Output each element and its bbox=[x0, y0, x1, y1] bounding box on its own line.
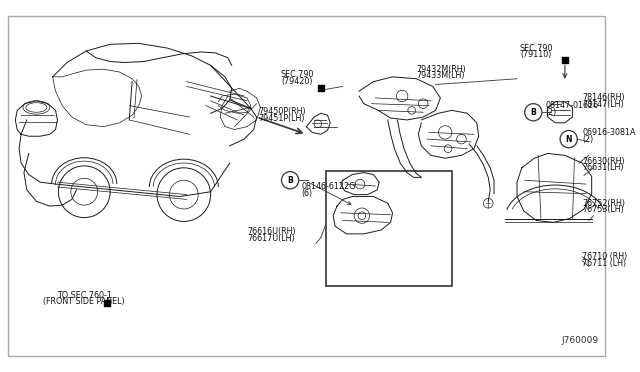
Text: 79450P(RH): 79450P(RH) bbox=[259, 107, 306, 116]
Text: 76752(RH): 76752(RH) bbox=[582, 199, 625, 208]
Text: 76617U(LH): 76617U(LH) bbox=[247, 234, 294, 243]
Text: B: B bbox=[287, 176, 293, 185]
Text: 76711 (LH): 76711 (LH) bbox=[582, 259, 626, 268]
Text: SEC.790: SEC.790 bbox=[520, 44, 553, 52]
Point bbox=[102, 300, 113, 306]
Text: 76631(LH): 76631(LH) bbox=[582, 163, 623, 172]
Text: (2): (2) bbox=[582, 135, 593, 144]
Point bbox=[316, 85, 326, 91]
Text: 78146(RH): 78146(RH) bbox=[582, 93, 625, 102]
Text: (FRONT SIDE PANEL): (FRONT SIDE PANEL) bbox=[44, 297, 125, 307]
Text: (2): (2) bbox=[546, 108, 557, 117]
Bar bbox=[326, 171, 452, 286]
Text: 08146-6122G: 08146-6122G bbox=[301, 182, 356, 192]
Text: 79433M(LH): 79433M(LH) bbox=[417, 71, 465, 80]
Text: 79451P(LH): 79451P(LH) bbox=[259, 113, 305, 122]
Point bbox=[560, 57, 570, 62]
Text: 76710 (RH): 76710 (RH) bbox=[582, 252, 627, 262]
Text: 76630(RH): 76630(RH) bbox=[582, 157, 625, 166]
Text: N: N bbox=[566, 135, 572, 144]
Text: SEC.790: SEC.790 bbox=[280, 70, 314, 80]
Text: 76753(LH): 76753(LH) bbox=[582, 205, 624, 214]
Text: (6): (6) bbox=[301, 189, 313, 198]
Text: 06916-3081A: 06916-3081A bbox=[582, 128, 636, 137]
Text: TO SEC.760-1: TO SEC.760-1 bbox=[57, 291, 112, 299]
Text: 76616U(RH): 76616U(RH) bbox=[247, 227, 296, 237]
Text: (79420): (79420) bbox=[281, 77, 312, 86]
Text: J760009: J760009 bbox=[561, 336, 598, 345]
Text: 79432M(RH): 79432M(RH) bbox=[417, 65, 466, 74]
Text: (79110): (79110) bbox=[520, 50, 552, 60]
Text: B: B bbox=[531, 108, 536, 117]
Text: 08147-01626: 08147-01626 bbox=[546, 101, 599, 110]
Text: 78147(LH): 78147(LH) bbox=[582, 100, 624, 109]
